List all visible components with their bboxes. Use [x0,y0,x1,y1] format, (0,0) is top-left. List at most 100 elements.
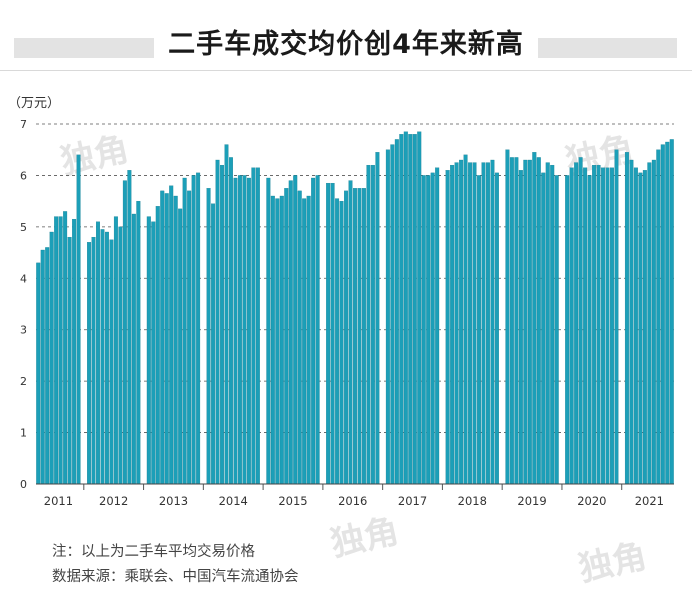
bar [385,149,390,485]
x-tick-label: 2017 [398,494,427,508]
bar [494,172,499,485]
bar [146,216,151,485]
bar [113,216,118,485]
bar [49,231,54,485]
bar [87,242,92,485]
bar [366,164,371,485]
bar [339,200,344,485]
bar [435,167,440,485]
bar [665,141,670,485]
bar [554,175,559,485]
note-source-line: 数据来源：乘联会、中国汽车流通协会 [52,569,299,585]
bar [330,182,335,485]
bar [211,203,216,485]
bar [463,154,468,485]
bar [45,247,50,485]
bar [610,167,614,485]
bar [583,167,588,485]
bar [104,231,109,485]
bar [266,177,271,485]
bar [550,164,555,485]
bar [293,175,298,485]
bar [412,134,417,485]
bar [228,157,233,485]
note-line: 注：以上为二手车平均交易价格 [52,544,255,560]
bar [288,180,293,485]
bar [421,175,426,485]
bar [348,180,353,485]
bar [430,172,435,485]
bar [399,134,404,485]
x-tick-label: 2011 [44,494,73,508]
x-tick-label: 2018 [458,494,487,508]
bar [394,139,399,485]
bar [72,218,77,485]
bar [651,159,656,485]
bar [58,216,63,485]
bar [370,164,375,485]
bar [206,188,211,485]
bar [527,159,532,485]
bar [638,172,643,485]
bar [255,167,260,485]
bar [647,162,652,485]
bar [514,157,519,485]
x-tick-label: 2013 [159,494,188,508]
x-tick-label: 2014 [219,494,248,508]
bar [605,167,610,485]
bar [344,190,349,485]
bar [459,159,464,485]
y-tick-label: 6 [20,169,27,182]
y-tick-label: 7 [20,118,27,131]
bar [656,149,661,485]
bar [518,170,523,485]
bar [36,262,41,485]
bar [164,193,169,485]
bar [270,195,275,485]
bar [242,175,247,485]
bar [67,236,72,485]
bar [601,167,606,485]
bar [306,195,311,485]
bar [375,152,380,485]
bar [357,188,362,485]
bar [63,211,68,485]
bar [215,159,220,485]
bar [100,229,105,485]
bar [237,175,242,485]
top-divider [0,70,692,71]
bar [545,162,550,485]
bar [169,185,174,485]
bar [91,236,96,485]
bar [251,167,256,485]
bar [426,175,431,485]
bar [361,188,366,485]
x-tick-label: 2012 [99,494,128,508]
bar [660,144,665,485]
bar [481,162,486,485]
bar [569,167,574,485]
bar [509,157,514,485]
x-tick-label: 2019 [517,494,546,508]
bar [315,175,320,485]
y-tick-label: 0 [20,478,27,491]
bar [76,154,81,485]
bar [279,195,284,485]
bar [578,157,583,485]
bar [326,182,331,485]
bar [468,162,473,485]
bar [390,144,395,485]
bar [335,198,340,485]
bar [669,139,674,485]
bar [224,144,229,485]
bar [131,213,136,485]
bar [629,159,634,485]
bar [122,180,127,485]
x-tick-label: 2015 [278,494,307,508]
x-tick-label: 2016 [338,494,367,508]
bar [445,170,450,485]
bar [614,149,619,485]
bar [485,162,490,485]
bar [408,134,413,485]
